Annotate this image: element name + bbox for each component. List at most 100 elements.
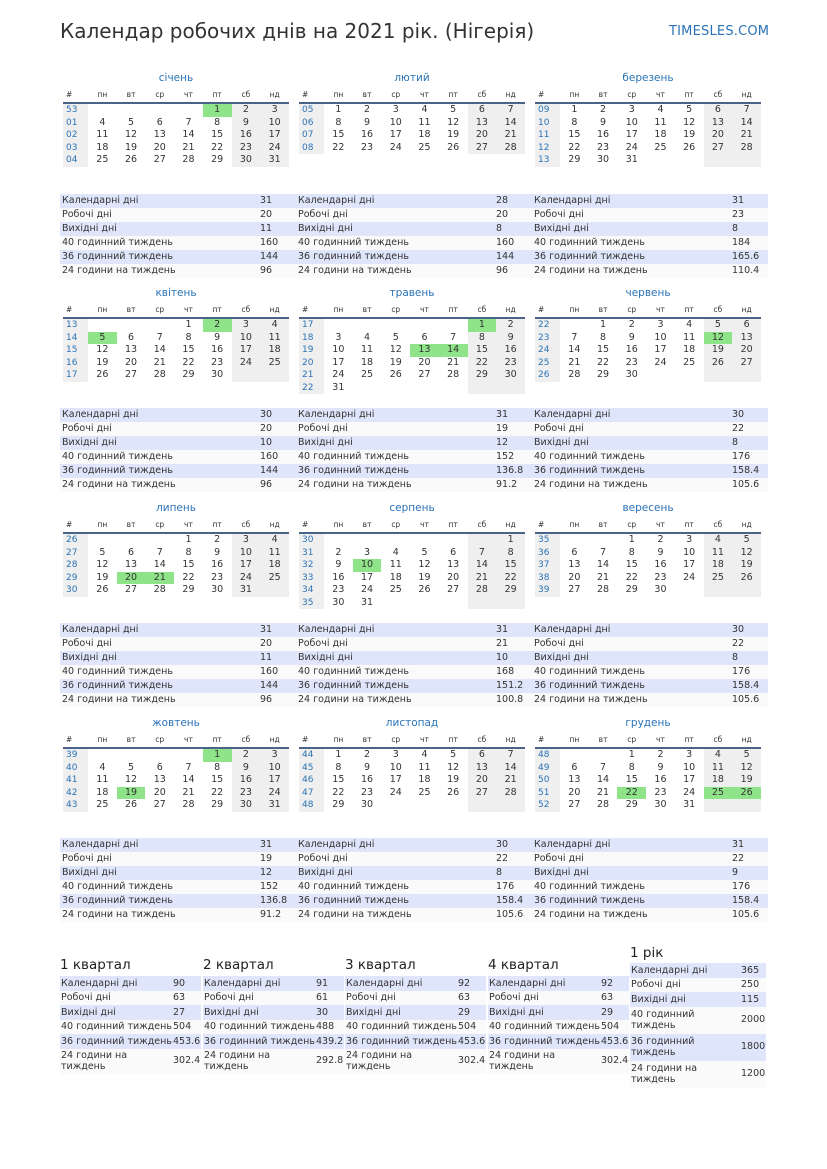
stat-value: 63 bbox=[173, 990, 201, 1005]
year-title: 1 рік bbox=[630, 945, 664, 961]
month-block: червень # пн вт ср чт пт сб нд 22 1 2 3 4 5 6 23 7 8 9 10 11 1… bbox=[532, 285, 764, 382]
weekday-header: ср bbox=[381, 517, 411, 534]
day-cell: 24 bbox=[389, 786, 402, 798]
day-cell: 24 bbox=[260, 786, 289, 799]
day-cell: 11 bbox=[361, 344, 374, 355]
weekday-header: вт bbox=[588, 732, 618, 749]
day-cell: 3 bbox=[335, 331, 342, 343]
weekday-header: нд bbox=[260, 732, 289, 749]
month-name: серпень bbox=[389, 502, 435, 514]
day-cell: 19 bbox=[447, 774, 460, 785]
day-cell: 1 bbox=[571, 104, 578, 115]
day-cell: 28 bbox=[568, 369, 581, 380]
day-cell: 12 bbox=[732, 761, 761, 774]
day-cell: 18 bbox=[96, 786, 109, 798]
day-cell: 16 bbox=[231, 774, 261, 787]
day-cell: 15 bbox=[568, 129, 581, 140]
day-cell: 13 bbox=[410, 344, 439, 357]
day-cell: 1 bbox=[185, 319, 192, 330]
week-number: 28 bbox=[63, 559, 88, 572]
day-cell: 13 bbox=[125, 559, 138, 570]
day-cell: 29 bbox=[496, 584, 525, 597]
stat-value: 453.6 bbox=[601, 1034, 629, 1049]
week-number: 51 bbox=[535, 786, 560, 799]
stat-value: 160 bbox=[496, 236, 532, 250]
weekday-header: # bbox=[63, 732, 88, 749]
stat-label: Календарні дні bbox=[532, 194, 732, 208]
weekday-header: # bbox=[535, 517, 560, 534]
stat-value: 176 bbox=[732, 450, 768, 464]
stat-label: 36 годинний тиждень bbox=[60, 894, 260, 908]
day-cell: 1 bbox=[335, 104, 342, 115]
stat-value: 20 bbox=[496, 208, 532, 222]
day-cell: 16 bbox=[361, 129, 374, 140]
weekday-header: нд bbox=[732, 517, 761, 534]
day-cell: 28 bbox=[496, 786, 525, 799]
day-cell: 14 bbox=[597, 559, 610, 570]
week-row: 34 23 24 25 26 27 28 29 bbox=[299, 584, 525, 597]
weekday-header: чт bbox=[410, 732, 439, 749]
week-row: 42 18 19 20 21 22 23 24 bbox=[63, 786, 289, 799]
stat-value: 10 bbox=[260, 436, 296, 450]
stat-value: 144 bbox=[260, 250, 296, 264]
day-cell bbox=[117, 318, 146, 332]
site-link[interactable]: TIMESLES.COM bbox=[669, 24, 770, 39]
day-cell bbox=[496, 799, 525, 812]
weekday-header: ср bbox=[617, 732, 647, 749]
year-stats: Календарні дні 365 Робочі дні 250 Вихідні дн… bbox=[630, 963, 766, 1088]
month-grid: # пн вт ср чт пт сб нд 09 1 2 3 4 5 6 7 10 8 9 10 11 12 13 14 11… bbox=[535, 87, 761, 167]
weekday-header: сб bbox=[231, 732, 261, 749]
stat-label: 24 години на тиждень bbox=[60, 908, 260, 922]
weekday-header: сб bbox=[467, 517, 497, 534]
week-number: 27 bbox=[63, 546, 88, 559]
day-cell: 6 bbox=[450, 546, 457, 558]
stat-value: 22 bbox=[732, 852, 768, 866]
week-row: 39 27 28 29 30 bbox=[535, 584, 761, 597]
day-cell bbox=[732, 369, 761, 382]
week-number: 09 bbox=[535, 103, 560, 117]
month-stats: Календарні дні 31 Робочі дні 20 Вихідні дні 1… bbox=[60, 623, 296, 707]
week-number: 38 bbox=[535, 571, 560, 584]
weekday-header: # bbox=[299, 302, 324, 319]
day-cell: 22 bbox=[211, 141, 224, 153]
stat-label: Робочі дні bbox=[60, 422, 260, 436]
month-block: липень # пн вт ср чт пт сб нд 26 1 2 3 4 27 5 6 7 8 9 10 11 28… bbox=[60, 500, 292, 597]
day-cell: 2 bbox=[231, 103, 261, 117]
stat-value: 165.6 bbox=[732, 250, 768, 264]
day-cell: 5 bbox=[732, 533, 761, 547]
day-cell: 17 bbox=[332, 356, 345, 368]
day-cell: 14 bbox=[597, 774, 610, 785]
day-cell bbox=[439, 799, 468, 812]
day-cell: 7 bbox=[496, 103, 525, 117]
day-cell: 24 bbox=[260, 141, 289, 154]
month-name: липень bbox=[156, 502, 196, 514]
week-row: 07 15 16 17 18 19 20 21 bbox=[299, 129, 525, 142]
weekday-header: нд bbox=[496, 732, 525, 749]
month-stats: Календарні дні 31 Робочі дні 22 Вихідні дні 9… bbox=[532, 838, 768, 922]
stat-label: Робочі дні bbox=[296, 637, 496, 651]
stat-value: 453.6 bbox=[173, 1034, 201, 1049]
day-cell: 8 bbox=[496, 546, 525, 559]
day-cell: 4 bbox=[99, 116, 106, 128]
day-cell bbox=[260, 584, 289, 597]
day-cell: 21 bbox=[182, 786, 195, 798]
week-number: 10 bbox=[535, 116, 560, 129]
week-number: 42 bbox=[63, 786, 88, 799]
stat-label: Вихідні дні bbox=[60, 651, 260, 665]
day-cell bbox=[381, 799, 410, 812]
day-cell: 3 bbox=[392, 749, 399, 760]
day-cell: 12 bbox=[389, 344, 402, 355]
day-cell bbox=[381, 533, 410, 547]
day-cell bbox=[381, 597, 410, 610]
stat-label: Вихідні дні bbox=[60, 436, 260, 450]
day-cell: 20 bbox=[732, 344, 761, 357]
weekday-header: пт bbox=[438, 302, 468, 319]
day-cell: 10 bbox=[389, 116, 402, 128]
week-row: 43 25 26 27 28 29 30 31 bbox=[63, 799, 289, 812]
weekday-header: пт bbox=[674, 87, 704, 104]
day-cell: 8 bbox=[185, 546, 192, 558]
day-cell: 1 bbox=[628, 749, 635, 760]
day-cell: 4 bbox=[421, 749, 428, 760]
quarter-stats: Календарні дні 91 Робочі дні 61 Вихідні дні 3… bbox=[203, 976, 344, 1074]
day-cell: 23 bbox=[332, 584, 345, 595]
